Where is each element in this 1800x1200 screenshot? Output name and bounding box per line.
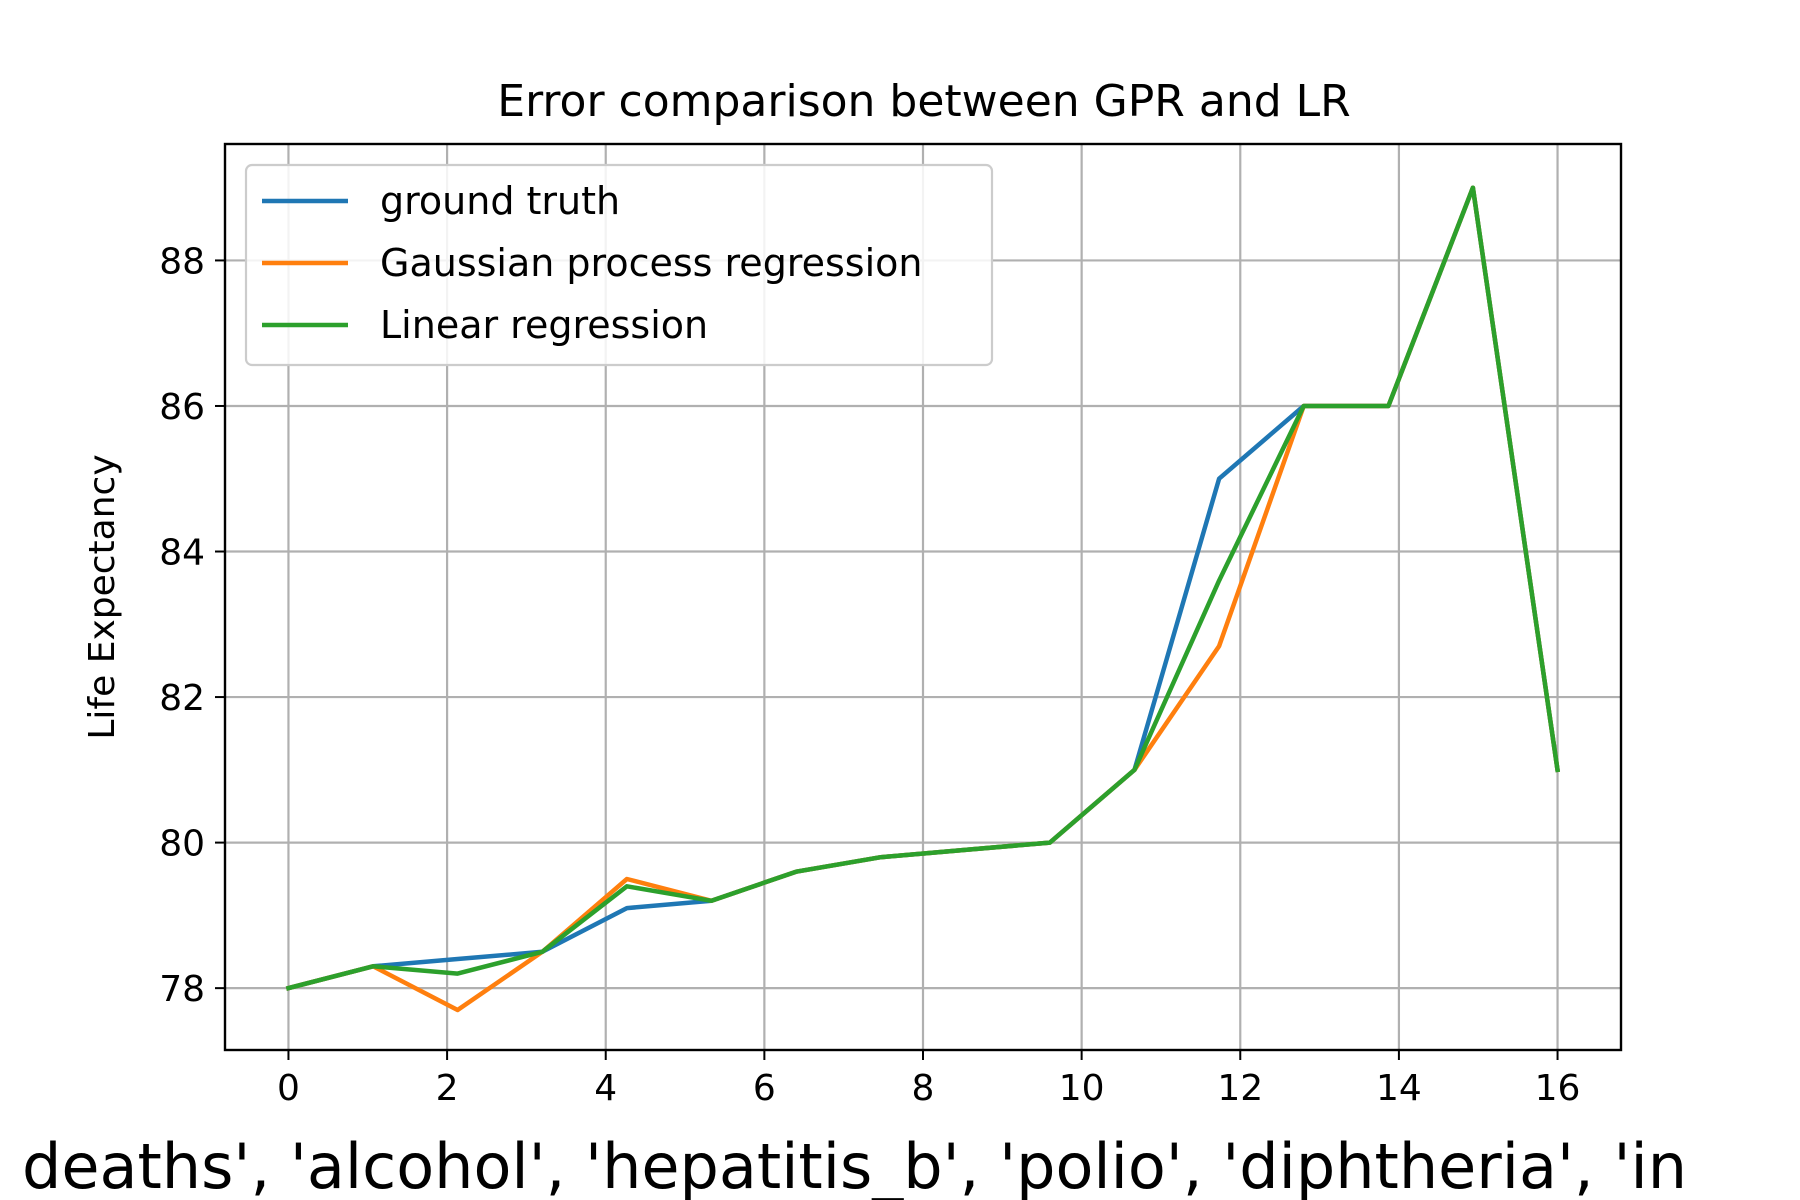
x-tick-label: 14 <box>1376 1068 1422 1109</box>
x-tick-label: 8 <box>912 1068 935 1109</box>
y-tick-label: 86 <box>159 387 205 428</box>
x-tick-label: 4 <box>594 1068 617 1109</box>
x-axis-label: deaths', 'alcohol', 'hepatitis_b', 'poli… <box>22 1130 1687 1200</box>
y-tick-label: 80 <box>159 824 205 865</box>
legend-label-3: Linear regression <box>380 303 708 347</box>
axis-ticks: 0 2 4 6 8 10 12 14 16 78 80 82 84 86 88 <box>159 241 1580 1109</box>
y-axis-label: Life Expectancy <box>82 454 123 739</box>
legend-label-2: Gaussian process regression <box>380 241 922 285</box>
chart-title: Error comparison between GPR and LR <box>497 76 1350 127</box>
y-tick-label: 82 <box>159 678 205 719</box>
legend-box <box>244 163 994 367</box>
legend: ground truth Gaussian process regression L… <box>244 163 994 367</box>
x-tick-label: 6 <box>753 1068 776 1109</box>
y-tick-label: 78 <box>159 969 205 1010</box>
x-tick-label: 2 <box>436 1068 459 1109</box>
series-lines <box>285 185 1561 1013</box>
y-tick-label: 84 <box>159 533 205 574</box>
x-tick-label: 16 <box>1535 1068 1581 1109</box>
legend-label-1: ground truth <box>380 179 620 223</box>
y-tick-label: 88 <box>159 241 205 282</box>
x-tick-label: 0 <box>277 1068 300 1109</box>
x-tick-label: 10 <box>1059 1068 1105 1109</box>
series-line-3 <box>285 185 1561 991</box>
x-tick-label: 12 <box>1217 1068 1263 1109</box>
